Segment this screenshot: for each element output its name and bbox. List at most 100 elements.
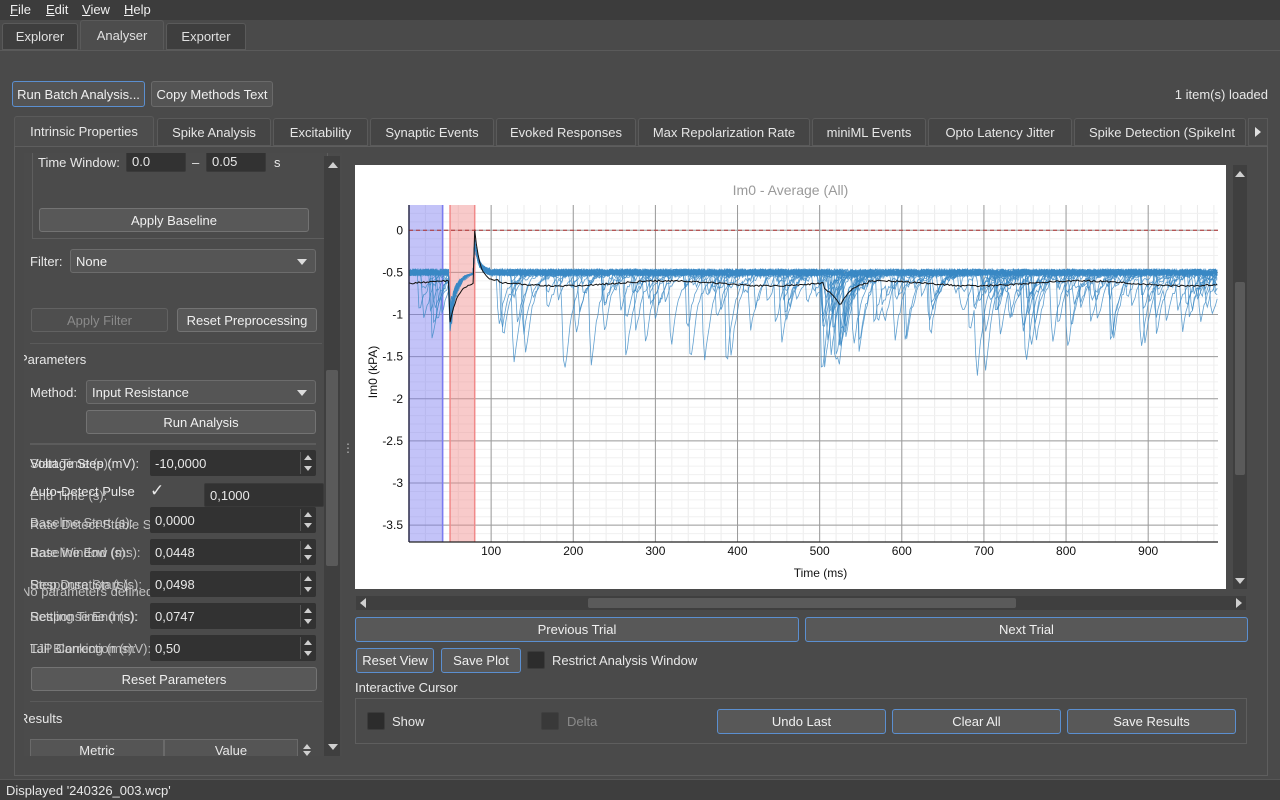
tab-evoked-responses[interactable]: Evoked Responses [496, 118, 636, 146]
baseline-end-spinbox[interactable]: 0,0448 [150, 539, 316, 565]
divider [30, 701, 322, 702]
y-tick-label: -3.5 [382, 518, 403, 532]
analysis-panel [14, 146, 1268, 776]
average-trace [408, 229, 1218, 323]
splitter-handle-icon[interactable]: ⋮ [342, 441, 354, 455]
menu-edit[interactable]: Edit [46, 2, 69, 17]
baseline-start-spinbox[interactable]: 0,0000 [150, 507, 316, 533]
method-value: Input Resistance [92, 384, 189, 400]
tab-analyser[interactable]: Analyser [80, 20, 164, 50]
tab-miniml-events[interactable]: miniML Events [812, 118, 926, 146]
delta-checkbox[interactable] [541, 712, 559, 730]
trial-trace [408, 241, 1218, 363]
plot-horizontal-thumb[interactable] [588, 598, 1016, 608]
spin-arrows-icon[interactable] [300, 541, 314, 563]
apply-filter-button[interactable]: Apply Filter [31, 308, 168, 332]
menu-help[interactable]: Help [124, 2, 151, 17]
time-window-end-field[interactable]: 0.05 [206, 153, 266, 172]
items-loaded-label: 1 item(s) loaded [1174, 87, 1268, 102]
spin-arrows-icon[interactable] [300, 509, 314, 531]
apply-baseline-button[interactable]: Apply Baseline [39, 208, 309, 232]
trial-trace [408, 245, 1218, 345]
spin-arrows-icon[interactable] [300, 637, 314, 659]
save-results-button[interactable]: Save Results [1067, 709, 1236, 734]
clear-all-button[interactable]: Clear All [892, 709, 1061, 734]
next-trial-button[interactable]: Next Trial [805, 617, 1248, 642]
x-axis-label: Time (ms) [793, 566, 848, 580]
tab-intrinsic-properties[interactable]: Intrinsic Properties [14, 116, 154, 147]
scroll-down-icon[interactable] [328, 744, 338, 750]
time-window-label: Time Window: [38, 155, 120, 170]
spin-arrows-icon[interactable] [300, 605, 314, 627]
x-tick-label: 100 [481, 544, 501, 558]
end-time-field[interactable]: 0,1000 [204, 483, 324, 507]
tab-exporter[interactable]: Exporter [166, 23, 246, 50]
left-scroll-area: Time Window: 0.0 – 0.05 s Apply Baseline… [24, 153, 342, 756]
menu-view[interactable]: View [82, 2, 110, 17]
chevron-down-icon[interactable] [303, 751, 311, 756]
status-bar: Displayed '240326_003.wcp' [0, 779, 1280, 800]
plot-vertical-thumb[interactable] [1235, 282, 1245, 475]
status-text: Displayed '240326_003.wcp' [6, 783, 171, 798]
time-window-start-field[interactable]: 0.0 [126, 153, 186, 172]
tab-explorer[interactable]: Explorer [2, 23, 78, 50]
spin-arrows-icon[interactable] [300, 452, 314, 474]
response-end-spinbox[interactable]: 0,0747 [150, 603, 316, 629]
previous-trial-button[interactable]: Previous Trial [355, 617, 799, 642]
tab-excitability[interactable]: Excitability [273, 118, 368, 146]
restrict-window-label: Restrict Analysis Window [552, 653, 698, 668]
filter-value: None [76, 253, 108, 269]
run-analysis-button[interactable]: Run Analysis [86, 410, 316, 434]
auto-detect-pulse-label: Auto-Detect Pulse [30, 484, 135, 499]
restrict-window-checkbox[interactable] [527, 651, 545, 669]
results-column-value[interactable]: Value [164, 739, 298, 756]
trial-trace [408, 240, 1218, 327]
run-batch-button[interactable]: Run Batch Analysis... [12, 81, 145, 107]
undo-last-button[interactable]: Undo Last [717, 709, 886, 734]
scroll-up-icon[interactable] [328, 162, 338, 168]
reset-preprocessing-button[interactable]: Reset Preprocessing [177, 308, 317, 332]
trial-trace [408, 246, 1218, 339]
method-dropdown[interactable]: Input Resistance [86, 380, 316, 404]
tab-opto-latency-jitter[interactable]: Opto Latency Jitter [928, 118, 1072, 146]
filter-label: Filter: [30, 254, 63, 269]
tab-divider [0, 50, 1280, 51]
filter-dropdown[interactable]: None [70, 249, 316, 273]
x-tick-label: 300 [645, 544, 665, 558]
tab-spike-detection[interactable]: Spike Detection (SpikeInt [1074, 118, 1246, 146]
ljp-correction-spinbox[interactable]: 0,50 [150, 635, 316, 661]
chevron-right-icon [1255, 127, 1261, 137]
tab-spike-analysis[interactable]: Spike Analysis [157, 118, 271, 146]
scroll-left-icon[interactable] [360, 598, 366, 608]
tabs-scroll-right-button[interactable] [1248, 118, 1268, 146]
response-start-spinbox[interactable]: 0,0498 [150, 571, 316, 597]
menu-file[interactable]: File [10, 2, 31, 17]
show-cursor-checkbox[interactable] [367, 712, 385, 730]
tab-max-repolarization-rate[interactable]: Max Repolarization Rate [638, 118, 810, 146]
reset-view-button[interactable]: Reset View [356, 648, 434, 673]
method-label: Method: [30, 385, 77, 400]
plot-area[interactable]: Im0 - Average (All) 100 200 300 400 500 600 70… [355, 165, 1226, 589]
x-tick-label: 400 [728, 544, 748, 558]
copy-methods-button[interactable]: Copy Methods Text [151, 81, 273, 107]
checkmark-icon[interactable]: ✓ [150, 481, 165, 500]
tab-synaptic-events[interactable]: Synaptic Events [370, 118, 494, 146]
voltage-step-spinbox[interactable]: -10,0000 [150, 450, 316, 476]
scroll-right-icon[interactable] [1236, 598, 1242, 608]
rate-window-label: Rate Window (ms): [30, 545, 141, 560]
end-time-label: End Time (s): [30, 488, 108, 503]
reset-parameters-button[interactable]: Reset Parameters [31, 667, 317, 691]
chevron-up-icon[interactable] [303, 744, 311, 749]
show-cursor-label: Show [392, 714, 425, 729]
trial-trace [408, 240, 1218, 345]
save-plot-button[interactable]: Save Plot [441, 648, 521, 673]
results-column-metric[interactable]: Metric [30, 739, 164, 756]
step-duration-label: Step Duration (s): [30, 577, 132, 592]
scroll-down-icon[interactable] [1235, 578, 1245, 584]
baseline-start-label: Baseline Start (s): [30, 515, 134, 530]
left-scrollbar-thumb[interactable] [326, 370, 338, 566]
y-tick-label: -1 [392, 308, 403, 322]
scroll-up-icon[interactable] [1235, 171, 1245, 177]
spin-arrows-icon[interactable] [300, 573, 314, 595]
trace-chart[interactable]: 100 200 300 400 500 600 700 800 900 0 -0.5 -1 -1.5 -2… [355, 165, 1226, 589]
